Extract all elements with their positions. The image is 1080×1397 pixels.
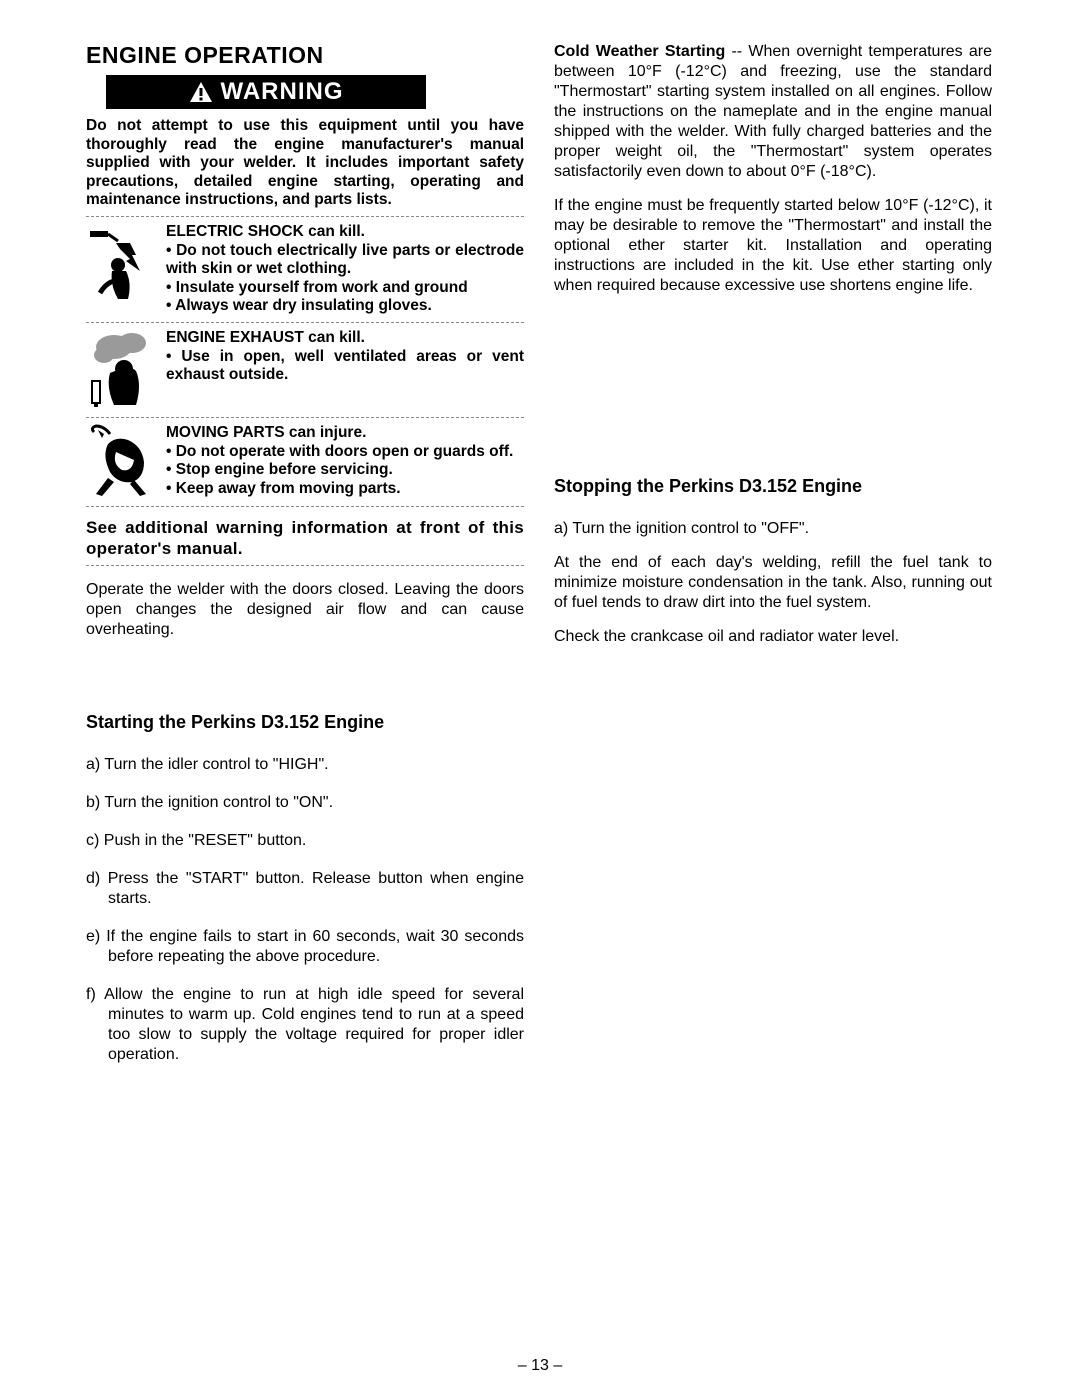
spacer [86,640,524,712]
section-title: ENGINE OPERATION [86,42,524,69]
see-additional: See additional warning information at fr… [86,517,524,560]
warning-label: WARNING [221,78,344,106]
hazard-moving-parts: MOVING PARTS can injure. • Do not operat… [86,424,524,500]
operate-paragraph: Operate the welder with the doors closed… [86,580,524,640]
moving-parts-icon [86,424,156,500]
hazard-bullet: • Keep away from moving parts. [166,480,513,499]
step-e: e) If the engine fails to start in 60 se… [86,927,524,967]
warning-triangle-icon [189,81,213,103]
ether-paragraph: If the engine must be frequently started… [554,196,992,296]
hazard-bullet: • Stop engine before servicing. [166,461,513,480]
engine-exhaust-icon [86,329,156,411]
hazard-title: ELECTRIC SHOCK can kill. [166,223,524,242]
spacer [554,497,992,519]
hazard-bullet: • Insulate yourself from work and ground [166,279,524,298]
divider [86,506,524,507]
hazard-title: MOVING PARTS can injure. [166,424,513,443]
hazard-electric-shock: ELECTRIC SHOCK can kill. • Do not touch … [86,223,524,316]
spacer [86,733,524,755]
hazard-bullet: • Do not operate with doors open or guar… [166,443,513,462]
cold-weather-paragraph: Cold Weather Starting -- When overnight … [554,42,992,182]
right-column: Cold Weather Starting -- When overnight … [554,42,992,1083]
stopping-heading: Stopping the Perkins D3.152 Engine [554,476,992,497]
step-f: f) Allow the engine to run at high idle … [86,985,524,1065]
step-c: c) Push in the "RESET" button. [86,831,524,851]
hazard-title: ENGINE EXHAUST can kill. [166,329,524,348]
divider [86,216,524,217]
hazard-text: ENGINE EXHAUST can kill. • Use in open, … [166,329,524,385]
cold-weather-label: Cold Weather Starting [554,43,725,60]
starting-heading: Starting the Perkins D3.152 Engine [86,712,524,733]
step-a: a) Turn the idler control to "HIGH". [86,755,524,775]
two-column-layout: ENGINE OPERATION WARNING Do not attempt … [86,42,994,1083]
hazard-text: ELECTRIC SHOCK can kill. • Do not touch … [166,223,524,316]
hazard-bullet: • Always wear dry insulating gloves. [166,297,524,316]
divider [86,322,524,323]
hazard-bullet: • Do not touch electrically live parts o… [166,242,524,279]
hazard-text: MOVING PARTS can injure. • Do not operat… [166,424,513,498]
stop-step-a: a) Turn the ignition control to "OFF". [554,519,992,539]
warning-banner: WARNING [106,75,426,109]
cold-weather-text: -- When overnight temperatures are betwe… [554,43,992,180]
left-column: ENGINE OPERATION WARNING Do not attempt … [86,42,524,1083]
manual-page: ENGINE OPERATION WARNING Do not attempt … [0,0,1080,1397]
page-number: – 13 – [0,1357,1080,1375]
step-d: d) Press the "START" button. Release but… [86,869,524,909]
electric-shock-icon [86,223,156,303]
hazard-bullet: • Use in open, well ventilated areas or … [166,348,524,385]
divider [86,417,524,418]
intro-paragraph: Do not attempt to use this equipment unt… [86,117,524,210]
hazard-engine-exhaust: ENGINE EXHAUST can kill. • Use in open, … [86,329,524,411]
divider [86,565,524,566]
refill-paragraph: At the end of each day's welding, refill… [554,553,992,613]
check-paragraph: Check the crankcase oil and radiator wat… [554,627,992,647]
spacer [554,296,992,476]
step-b: b) Turn the ignition control to "ON". [86,793,524,813]
